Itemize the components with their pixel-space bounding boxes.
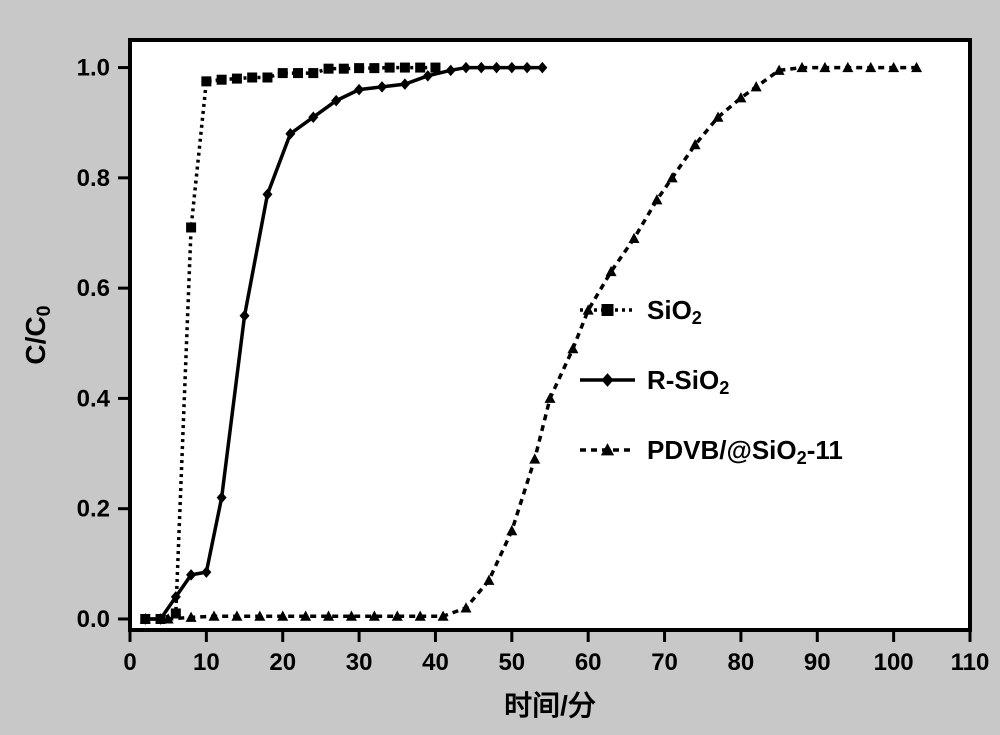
x-tick-label: 100 bbox=[874, 649, 914, 676]
chart-container: 0 10 20 30 40 50 60 70 80 90 100 110 0.0 0.2 0.4 0.6 0.8… bbox=[0, 0, 1000, 735]
x-tick-label: 80 bbox=[728, 649, 755, 676]
x-tick-label: 50 bbox=[498, 649, 525, 676]
y-tick-label: 0.4 bbox=[77, 385, 111, 412]
x-tick-label: 10 bbox=[193, 649, 220, 676]
y-tick-label: 0.2 bbox=[77, 496, 110, 523]
legend-label: PDVB/@SiO2-11 bbox=[647, 435, 843, 468]
x-tick-label: 20 bbox=[269, 649, 296, 676]
legend-label: R-SiO2 bbox=[647, 365, 729, 398]
x-tick-label: 30 bbox=[346, 649, 373, 676]
y-tick-label: 0.8 bbox=[77, 165, 110, 192]
y-tick-label: 1.0 bbox=[77, 55, 110, 82]
x-axis-label: 时间/分 bbox=[504, 690, 596, 721]
x-tick-label: 70 bbox=[651, 649, 678, 676]
breakthrough-curve-chart: 0 10 20 30 40 50 60 70 80 90 100 110 0.0 0.2 0.4 0.6 0.8… bbox=[0, 0, 1000, 735]
plot-area bbox=[130, 40, 970, 630]
x-tick-label: 40 bbox=[422, 649, 449, 676]
x-tick-label: 90 bbox=[804, 649, 831, 676]
y-tick-label: 0.6 bbox=[77, 275, 110, 302]
x-tick-label: 110 bbox=[951, 649, 990, 676]
y-tick-label: 0.0 bbox=[77, 606, 110, 633]
x-tick-label: 60 bbox=[575, 649, 602, 676]
x-tick-label: 0 bbox=[123, 649, 136, 676]
